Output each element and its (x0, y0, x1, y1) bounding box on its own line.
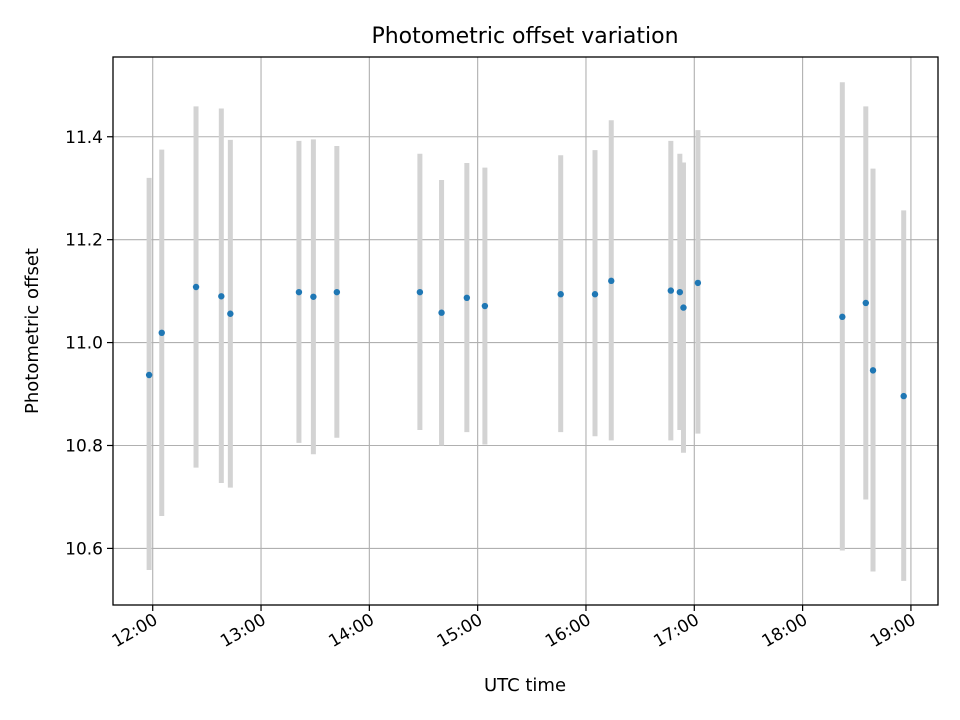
x-axis-label: UTC time (484, 675, 566, 696)
data-point (145, 371, 153, 379)
data-point (295, 288, 303, 296)
y-axis: 10.6 10.8 11.0 11.2 11.4 (65, 128, 113, 559)
data-point (608, 277, 615, 285)
data-point (416, 288, 424, 296)
data-point (158, 329, 165, 337)
chart-title: Photometric offset variation (371, 24, 678, 49)
data-point (310, 293, 317, 300)
data-point (680, 304, 687, 311)
data-point (862, 299, 869, 307)
data-point (839, 313, 846, 321)
data-point (557, 291, 564, 298)
data-point (591, 291, 599, 298)
y-tick-label: 10.6 (65, 539, 103, 559)
y-tick-label: 11.4 (65, 128, 103, 148)
data-points (145, 277, 907, 400)
data-point (192, 283, 200, 291)
data-point (694, 279, 702, 287)
data-point (227, 310, 234, 317)
y-axis-label: Photometric offset (22, 248, 43, 414)
data-point (463, 294, 471, 302)
y-tick-label: 10.8 (65, 436, 103, 456)
data-point (333, 288, 341, 296)
plot-frame (112, 56, 939, 606)
data-point (438, 309, 445, 316)
grid (113, 57, 938, 605)
data-point (676, 288, 684, 296)
data-point (869, 367, 877, 374)
data-point (218, 293, 225, 300)
data-point (667, 287, 675, 294)
y-tick-label: 11.2 (65, 231, 103, 251)
data-point (481, 302, 489, 310)
data-point (900, 392, 907, 400)
y-tick-label: 11.0 (65, 334, 103, 354)
